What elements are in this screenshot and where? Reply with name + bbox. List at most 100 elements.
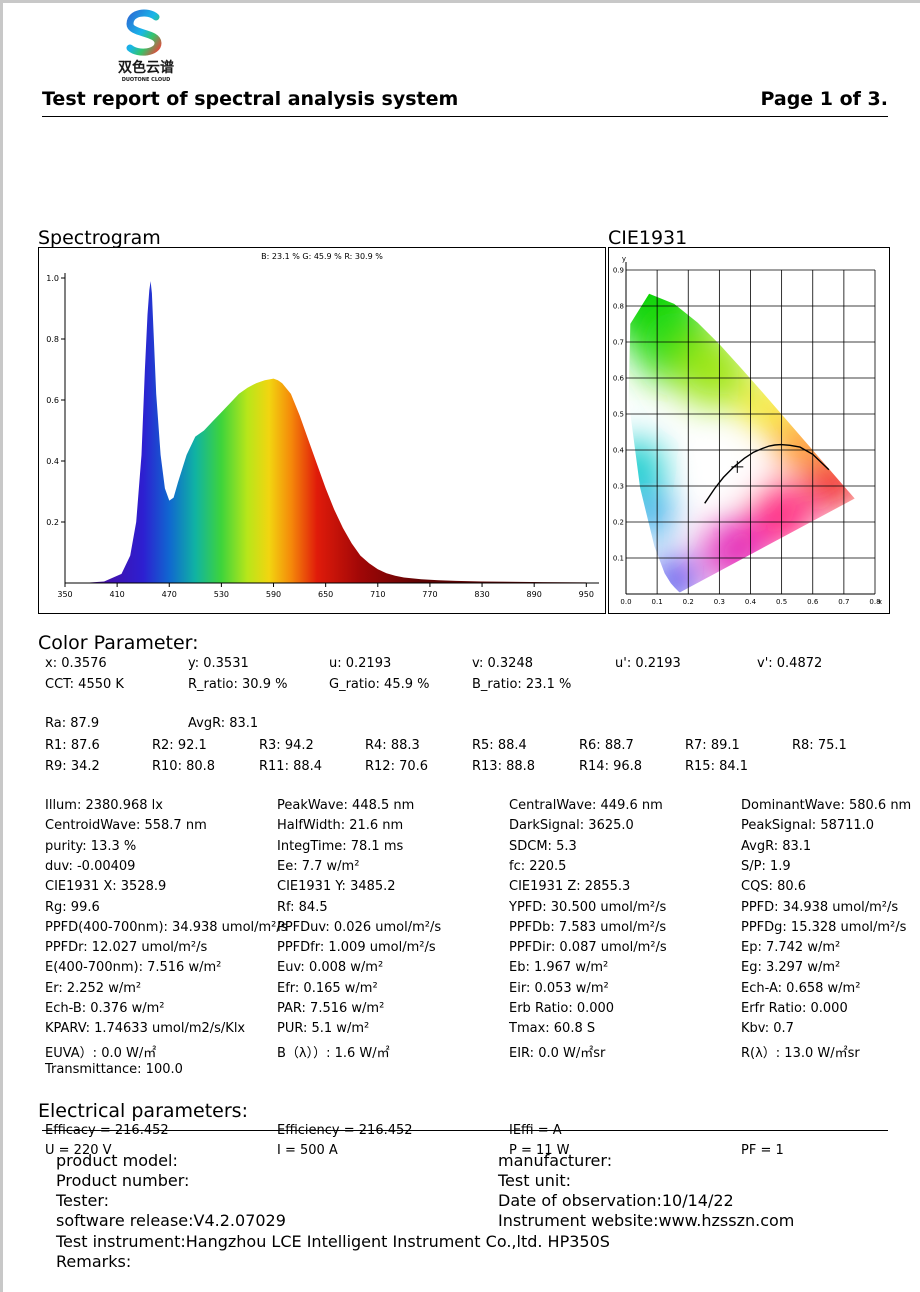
- measurement-value: AvgR: 83.1: [741, 838, 812, 854]
- measurement-value: YPFD: 30.500 umol/m²/s: [509, 899, 667, 915]
- measurement-value: PPFDg: 15.328 umol/m²/s: [741, 919, 907, 935]
- cie-heading: CIE1931: [608, 227, 688, 249]
- duotone-logo: 双色云谱 DUOTONE CLOUD: [104, 8, 188, 84]
- measurement-value: Ech-B: 0.376 w/m²: [45, 1001, 165, 1016]
- cie-gamut: [628, 293, 855, 593]
- measurement-value: PAR: 7.516 w/m²: [277, 1001, 385, 1016]
- measurement-value: Erb Ratio: 0.000: [509, 1001, 615, 1016]
- y-tick-label: 0.6: [46, 396, 59, 405]
- measurement-value: EUVA）: 0.0 W/㎡: [45, 1045, 157, 1061]
- measurement-value: Euv: 0.008 w/m²: [277, 960, 384, 976]
- elec-efficacy: Efficacy = 216.452: [45, 1123, 169, 1138]
- electrical-divider: [42, 1130, 888, 1131]
- color-heading: Color Parameter:: [38, 632, 199, 654]
- param-ra: Ra: 87.9: [45, 716, 100, 731]
- y-tick-label: 0.5: [613, 411, 624, 419]
- x-tick-label: 950: [579, 590, 594, 599]
- spectrogram-legend: B: 23.1 % G: 45.9 % R: 30.9 %: [261, 252, 383, 261]
- measurement-value: Ee: 7.7 w/m²: [277, 858, 360, 874]
- measurement-value: S/P: 1.9: [741, 858, 791, 874]
- measurement-value: B（λ））: 1.6 W/㎡: [277, 1045, 390, 1061]
- measurement-value: Eb: 1.967 w/m²: [509, 960, 609, 976]
- measurement-value: Er: 2.252 w/m²: [45, 980, 142, 996]
- x-tick-label: 0.7: [838, 598, 849, 606]
- param-v-prime: v': 0.4872: [757, 656, 823, 671]
- info-date: Date of observation:10/14/22: [498, 1191, 734, 1210]
- spectrum-area: [82, 281, 587, 583]
- y-tick-label: 0.2: [613, 519, 624, 527]
- cri-value: R1: 87.6: [45, 738, 100, 753]
- measurement-value: PPFDuv: 0.026 umol/m²/s: [277, 919, 442, 935]
- title-divider: [42, 116, 888, 117]
- y-tick-label: 0.2: [46, 518, 59, 527]
- cri-value: R4: 88.3: [365, 738, 420, 753]
- measurement-value: KPARV: 1.74633 umol/m2/s/Klx: [45, 1021, 246, 1037]
- x-tick-label: 770: [422, 590, 437, 599]
- y-axis-label: y: [622, 255, 626, 263]
- param-x: x: 0.3576: [45, 656, 107, 671]
- y-tick-label: 0.9: [613, 267, 624, 275]
- measurement-value: HalfWidth: 21.6 nm: [277, 818, 404, 834]
- x-tick-label: 410: [109, 590, 124, 599]
- measurement-value: CQS: 80.6: [741, 879, 807, 895]
- cri-value: R3: 94.2: [259, 738, 314, 753]
- measurement-value: purity: 13.3 %: [45, 838, 137, 854]
- measurement-value: Rg: 99.6: [45, 899, 100, 915]
- measurement-value: fc: 220.5: [509, 858, 567, 874]
- measurement-value: SDCM: 5.3: [509, 838, 577, 854]
- param-cct: CCT: 4550 K: [45, 677, 124, 692]
- elec-efficiency: Efficiency = 216.452: [277, 1123, 413, 1138]
- x-tick-label: 830: [474, 590, 489, 599]
- electrical-heading: Electrical parameters:: [38, 1100, 248, 1122]
- page-number: Page 1 of 3.: [760, 88, 888, 110]
- x-tick-label: 530: [214, 590, 229, 599]
- x-axis-label: x: [878, 598, 882, 606]
- param-avgr: AvgR: 83.1: [188, 716, 259, 731]
- x-tick-label: 0.0: [620, 598, 631, 606]
- y-tick-label: 0.8: [46, 335, 59, 344]
- measurement-value: EIR: 0.0 W/㎡sr: [509, 1045, 606, 1061]
- measurement-value: CIE1931 Y: 3485.2: [277, 879, 396, 895]
- measurement-value: Erfr Ratio: 0.000: [741, 1001, 848, 1016]
- page-edge-left: [0, 0, 3, 1292]
- measurement-value: PPFD: 34.938 umol/m²/s: [741, 899, 899, 915]
- param-r-ratio: R_ratio: 30.9 %: [188, 677, 288, 692]
- cri-value: R9: 34.2: [45, 759, 100, 774]
- x-tick-label: 590: [266, 590, 281, 599]
- x-tick-label: 0.1: [652, 598, 663, 606]
- info-product-number: Product number:: [56, 1171, 190, 1190]
- info-test-unit: Test unit:: [498, 1171, 571, 1190]
- x-tick-label: 710: [370, 590, 385, 599]
- spectrogram-heading: Spectrogram: [38, 227, 161, 249]
- info-remarks: Remarks:: [56, 1252, 132, 1271]
- measurement-value: Transmittance: 100.0: [45, 1061, 183, 1077]
- info-product-model: product model:: [56, 1151, 178, 1170]
- report-title: Test report of spectral analysis system: [42, 88, 459, 110]
- info-website: Instrument website:www.hzsszn.com: [498, 1211, 795, 1230]
- info-instrument: Test instrument:Hangzhou LCE Intelligent…: [56, 1232, 610, 1251]
- param-v: v: 0.3248: [472, 656, 533, 671]
- x-tick-label: 350: [57, 590, 72, 599]
- measurement-value: duv: -0.00409: [45, 858, 136, 874]
- measurement-value: PeakWave: 448.5 nm: [277, 798, 415, 813]
- measurement-value: Ech-A: 0.658 w/m²: [741, 980, 861, 996]
- planckian-locus: [704, 443, 830, 504]
- info-tester: Tester:: [56, 1191, 110, 1210]
- measurement-value: Rf: 84.5: [277, 899, 328, 915]
- logo-cn: 双色云谱: [118, 59, 174, 76]
- x-tick-label: 650: [318, 590, 333, 599]
- measurement-value: Kbv: 0.7: [741, 1021, 794, 1037]
- cri-value: R12: 70.6: [365, 759, 429, 774]
- chromaticity-point: [731, 460, 744, 473]
- measurement-value: Tmax: 60.8 S: [509, 1021, 596, 1037]
- measurement-value: CentroidWave: 558.7 nm: [45, 818, 207, 834]
- measurement-value: DarkSignal: 3625.0: [509, 818, 634, 834]
- measurement-value: Illum: 2380.968 lx: [45, 798, 163, 813]
- y-tick-label: 0.3: [613, 483, 624, 491]
- cri-value: R15: 84.1: [685, 759, 749, 774]
- x-tick-label: 890: [527, 590, 542, 599]
- cri-value: R7: 89.1: [685, 738, 740, 753]
- x-tick-label: 0.8: [869, 598, 880, 606]
- cri-value: R11: 88.4: [259, 759, 323, 774]
- elec-voltage: U = 220 V: [45, 1143, 112, 1158]
